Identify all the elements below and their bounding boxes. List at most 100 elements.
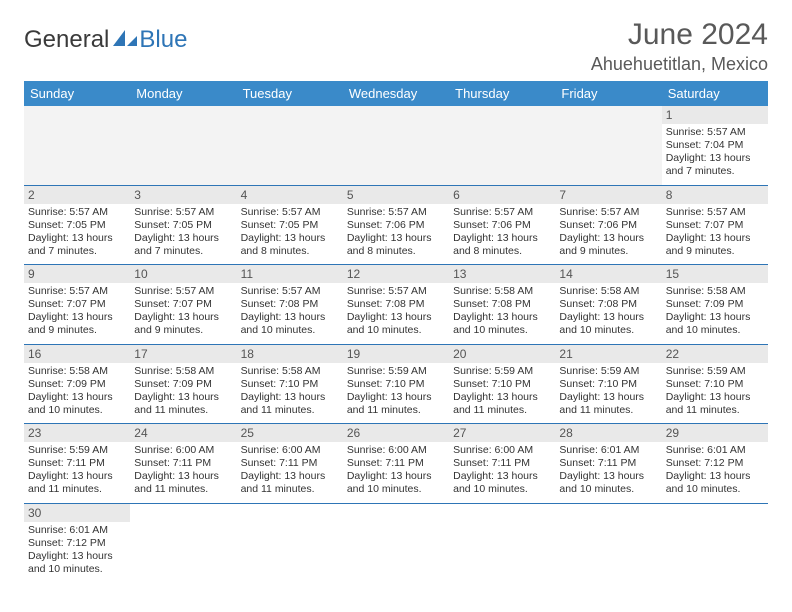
sunrise-text: Sunrise: 5:58 AM — [559, 285, 657, 298]
calendar-cell: 25 Sunrise: 6:00 AMSunset: 7:11 PMDayligh… — [237, 424, 343, 504]
sunset-text: Sunset: 7:07 PM — [134, 298, 232, 311]
weekday-header: Friday — [555, 81, 661, 106]
day-number: 4 — [237, 186, 343, 204]
calendar-cell: 1Sunrise: 5:57 AMSunset: 7:04 PMDaylight… — [662, 106, 768, 185]
day-details: Sunrise: 5:57 AMSunset: 7:06 PMDaylight:… — [559, 206, 657, 259]
daylight-text-2: and 10 minutes. — [28, 563, 126, 576]
calendar-cell: 6Sunrise: 5:57 AMSunset: 7:06 PMDaylight… — [449, 185, 555, 265]
day-number: 26 — [343, 424, 449, 442]
calendar-cell — [343, 106, 449, 185]
daylight-text-2: and 10 minutes. — [559, 483, 657, 496]
calendar-cell: 7Sunrise: 5:57 AMSunset: 7:06 PMDaylight… — [555, 185, 661, 265]
calendar-row: 2Sunrise: 5:57 AMSunset: 7:05 PMDaylight… — [24, 185, 768, 265]
daylight-text-1: Daylight: 13 hours — [347, 311, 445, 324]
daylight-text-2: and 11 minutes. — [134, 404, 232, 417]
calendar-cell: 16 Sunrise: 5:58 AMSunset: 7:09 PMDayligh… — [24, 344, 130, 424]
sunset-text: Sunset: 7:10 PM — [453, 378, 551, 391]
daylight-text-2: and 10 minutes. — [347, 483, 445, 496]
sunset-text: Sunset: 7:08 PM — [453, 298, 551, 311]
sunrise-text: Sunrise: 5:58 AM — [28, 365, 126, 378]
day-number: 12 — [343, 265, 449, 283]
day-number: 21 — [555, 345, 661, 363]
calendar-cell: 24Sunrise: 6:00 AMSunset: 7:11 PMDayligh… — [130, 424, 236, 504]
daylight-text-2: and 9 minutes. — [666, 245, 764, 258]
sunset-text: Sunset: 7:12 PM — [666, 457, 764, 470]
daylight-text-2: and 7 minutes. — [28, 245, 126, 258]
daylight-text-1: Daylight: 13 hours — [559, 391, 657, 404]
daylight-text-1: Daylight: 13 hours — [347, 391, 445, 404]
weekday-header-row: SundayMondayTuesdayWednesdayThursdayFrid… — [24, 81, 768, 106]
daylight-text-1: Daylight: 13 hours — [453, 470, 551, 483]
day-details: Sunrise: 6:01 AMSunset: 7:12 PMDaylight:… — [28, 524, 126, 577]
sunrise-text: Sunrise: 5:58 AM — [453, 285, 551, 298]
day-details: Sunrise: 6:00 AMSunset: 7:11 PMDaylight:… — [134, 444, 232, 497]
sunrise-text: Sunrise: 5:58 AM — [666, 285, 764, 298]
calendar-cell: 8Sunrise: 5:57 AMSunset: 7:07 PMDaylight… — [662, 185, 768, 265]
day-number: 5 — [343, 186, 449, 204]
day-number: 16 — [24, 345, 130, 363]
day-details: Sunrise: 5:58 AMSunset: 7:08 PMDaylight:… — [453, 285, 551, 338]
day-number: 18 — [237, 345, 343, 363]
day-details: Sunrise: 5:58 AMSunset: 7:09 PMDaylight:… — [666, 285, 764, 338]
day-details: Sunrise: 6:00 AMSunset: 7:11 PMDaylight:… — [241, 444, 339, 497]
daylight-text-2: and 9 minutes. — [559, 245, 657, 258]
daylight-text-2: and 9 minutes. — [134, 324, 232, 337]
daylight-text-1: Daylight: 13 hours — [241, 311, 339, 324]
daylight-text-2: and 10 minutes. — [241, 324, 339, 337]
weekday-header: Tuesday — [237, 81, 343, 106]
calendar-cell: 21 Sunrise: 5:59 AMSunset: 7:10 PMDayligh… — [555, 344, 661, 424]
title-block: June 2024 Ahuehuetitlan, Mexico — [591, 18, 768, 75]
daylight-text-1: Daylight: 13 hours — [134, 311, 232, 324]
calendar-table: SundayMondayTuesdayWednesdayThursdayFrid… — [24, 81, 768, 582]
calendar-row: 1Sunrise: 5:57 AMSunset: 7:04 PMDaylight… — [24, 106, 768, 185]
sunset-text: Sunset: 7:10 PM — [559, 378, 657, 391]
calendar-cell: 26Sunrise: 6:00 AMSunset: 7:11 PMDayligh… — [343, 424, 449, 504]
day-number: 17 — [130, 345, 236, 363]
day-details: Sunrise: 5:57 AMSunset: 7:05 PMDaylight:… — [134, 206, 232, 259]
calendar-cell: 18Sunrise: 5:58 AMSunset: 7:10 PMDayligh… — [237, 344, 343, 424]
sunrise-text: Sunrise: 5:57 AM — [241, 206, 339, 219]
daylight-text-2: and 10 minutes. — [453, 324, 551, 337]
calendar-cell — [237, 106, 343, 185]
day-details: Sunrise: 5:58 AMSunset: 7:09 PMDaylight:… — [28, 365, 126, 418]
daylight-text-1: Daylight: 13 hours — [28, 550, 126, 563]
calendar-cell — [662, 503, 768, 582]
daylight-text-1: Daylight: 13 hours — [559, 311, 657, 324]
weekday-header: Thursday — [449, 81, 555, 106]
sunrise-text: Sunrise: 6:00 AM — [134, 444, 232, 457]
daylight-text-2: and 11 minutes. — [559, 404, 657, 417]
daylight-text-2: and 10 minutes. — [666, 324, 764, 337]
day-number: 25 — [237, 424, 343, 442]
day-number: 11 — [237, 265, 343, 283]
sunrise-text: Sunrise: 6:01 AM — [28, 524, 126, 537]
calendar-cell: 11Sunrise: 5:57 AMSunset: 7:08 PMDayligh… — [237, 265, 343, 345]
day-number: 20 — [449, 345, 555, 363]
calendar-cell: 28 Sunrise: 6:01 AMSunset: 7:11 PMDayligh… — [555, 424, 661, 504]
daylight-text-1: Daylight: 13 hours — [241, 470, 339, 483]
daylight-text-2: and 10 minutes. — [347, 324, 445, 337]
calendar-row: 9Sunrise: 5:57 AMSunset: 7:07 PMDaylight… — [24, 265, 768, 345]
daylight-text-1: Daylight: 13 hours — [453, 391, 551, 404]
daylight-text-2: and 11 minutes. — [453, 404, 551, 417]
day-details: Sunrise: 5:57 AMSunset: 7:07 PMDaylight:… — [134, 285, 232, 338]
daylight-text-2: and 7 minutes. — [666, 165, 764, 178]
daylight-text-1: Daylight: 13 hours — [666, 391, 764, 404]
sunrise-text: Sunrise: 5:58 AM — [134, 365, 232, 378]
sunset-text: Sunset: 7:08 PM — [347, 298, 445, 311]
sunset-text: Sunset: 7:09 PM — [28, 378, 126, 391]
sunset-text: Sunset: 7:11 PM — [241, 457, 339, 470]
page-header: General Blue June 2024 Ahuehuetitlan, Me… — [24, 18, 768, 75]
calendar-cell: 29Sunrise: 6:01 AMSunset: 7:12 PMDayligh… — [662, 424, 768, 504]
day-number: 22 — [662, 345, 768, 363]
calendar-cell: 14Sunrise: 5:58 AMSunset: 7:08 PMDayligh… — [555, 265, 661, 345]
day-number: 28 — [555, 424, 661, 442]
calendar-cell — [130, 503, 236, 582]
daylight-text-1: Daylight: 13 hours — [347, 470, 445, 483]
sunrise-text: Sunrise: 5:59 AM — [559, 365, 657, 378]
calendar-row: 30Sunrise: 6:01 AMSunset: 7:12 PMDayligh… — [24, 503, 768, 582]
day-details: Sunrise: 6:01 AMSunset: 7:11 PMDaylight:… — [559, 444, 657, 497]
calendar-cell: 10Sunrise: 5:57 AMSunset: 7:07 PMDayligh… — [130, 265, 236, 345]
sunset-text: Sunset: 7:10 PM — [241, 378, 339, 391]
sunrise-text: Sunrise: 5:57 AM — [666, 126, 764, 139]
weekday-header: Saturday — [662, 81, 768, 106]
